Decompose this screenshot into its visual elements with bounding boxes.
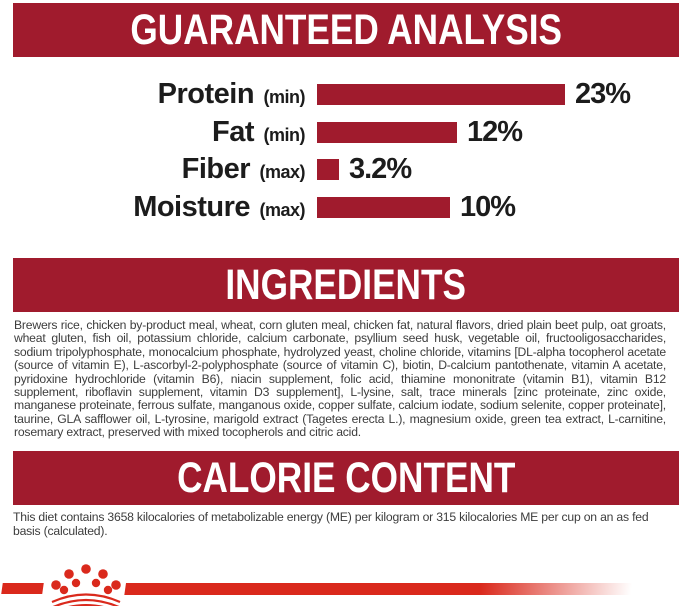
nutrient-qualifier: (max) — [259, 162, 305, 183]
nutrient-name: Fiber — [181, 153, 251, 186]
ga-bar-moisture — [317, 196, 450, 218]
calorie-content-text: This diet contains 3658 kilocalories of … — [13, 510, 649, 538]
guaranteed-analysis-banner: GUARANTEED ANALYSIS — [13, 3, 679, 57]
ga-bar-fiber — [317, 159, 339, 181]
ga-value-protein: 23% — [575, 78, 631, 111]
guaranteed-analysis-chart: Protein (min) 23% Fat (min) 12% Fiber (m… — [0, 76, 679, 226]
ga-label-fat: Fat (min) — [0, 116, 305, 149]
ga-value-moisture: 10% — [460, 190, 516, 223]
ingredients-title: INGREDIENTS — [225, 261, 467, 309]
ga-value-fat: 12% — [467, 115, 523, 148]
calorie-content-title: CALORIE CONTENT — [176, 454, 516, 502]
footer-rule-right — [124, 583, 649, 595]
calorie-content-banner: CALORIE CONTENT — [13, 451, 679, 505]
guaranteed-analysis-title: GUARANTEED ANALYSIS — [130, 6, 562, 54]
footer-rule-left — [1, 583, 44, 594]
ga-label-fiber: Fiber (max) — [0, 153, 306, 186]
royal-canin-crown-icon — [51, 564, 121, 606]
ga-bar-fat — [317, 121, 457, 143]
ga-label-protein: Protein (min) — [0, 78, 306, 111]
nutrient-qualifier: (min) — [263, 124, 306, 145]
ga-row-moisture: Moisture (max) 10% — [0, 189, 679, 227]
nutrient-qualifier: (min) — [263, 87, 306, 108]
ga-row-fiber: Fiber (max) 3.2% — [0, 151, 679, 189]
ga-row-protein: Protein (min) 23% — [0, 76, 679, 114]
ingredients-banner: INGREDIENTS — [13, 258, 679, 312]
ga-row-fat: Fat (min) 12% — [0, 114, 679, 152]
ga-bar-protein — [317, 84, 565, 106]
ga-value-fiber: 3.2% — [349, 153, 412, 186]
nutrient-name: Fat — [212, 115, 255, 148]
nutrient-qualifier: (max) — [259, 199, 305, 220]
nutrient-name: Moisture — [133, 190, 251, 223]
nutrient-name: Protein — [157, 78, 255, 111]
ga-label-moisture: Moisture (max) — [0, 191, 305, 224]
ingredients-text: Brewers rice, chicken by-product meal, w… — [14, 318, 666, 440]
